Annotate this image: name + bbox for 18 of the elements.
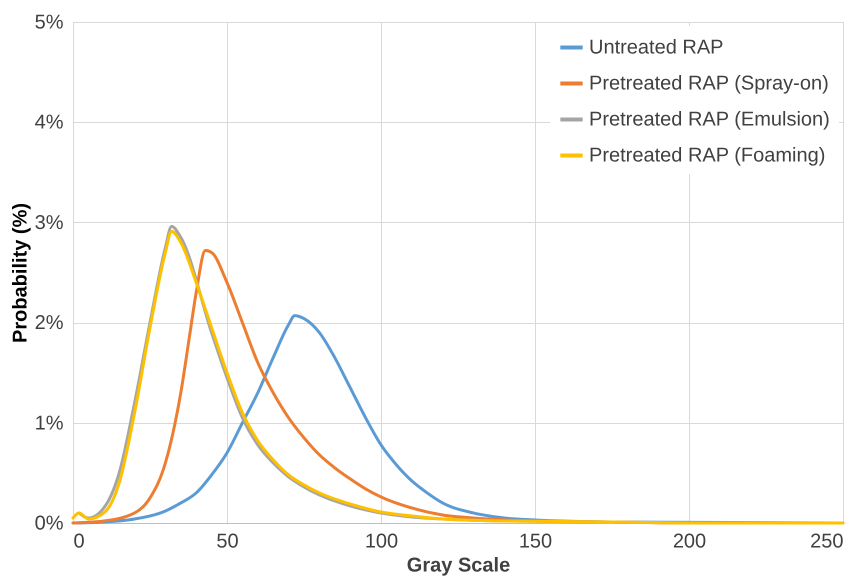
x-tick-label: 250: [810, 530, 844, 552]
y-tick-label: 4%: [34, 112, 64, 134]
x-axis-title: Gray Scale: [406, 554, 510, 576]
x-tick-label: 150: [518, 530, 552, 552]
x-tick-label: 200: [672, 530, 706, 552]
x-tick-label: 50: [216, 530, 239, 552]
legend-label: Pretreated RAP (Foaming): [589, 144, 826, 166]
y-tick-label: 0%: [34, 512, 64, 534]
y-tick-label: 5%: [34, 12, 64, 34]
legend-label: Pretreated RAP (Emulsion): [589, 108, 830, 130]
x-tick-label: 100: [364, 530, 398, 552]
y-tick-label: 2%: [34, 312, 64, 334]
y-tick-label: 1%: [34, 412, 64, 434]
legend-label: Pretreated RAP (Spray-on): [589, 72, 829, 94]
y-tick-label: 3%: [34, 212, 64, 234]
y-axis-title: Probability (%): [10, 202, 32, 344]
legend-label: Untreated RAP: [589, 36, 724, 58]
x-tick-label: 0: [74, 530, 85, 552]
